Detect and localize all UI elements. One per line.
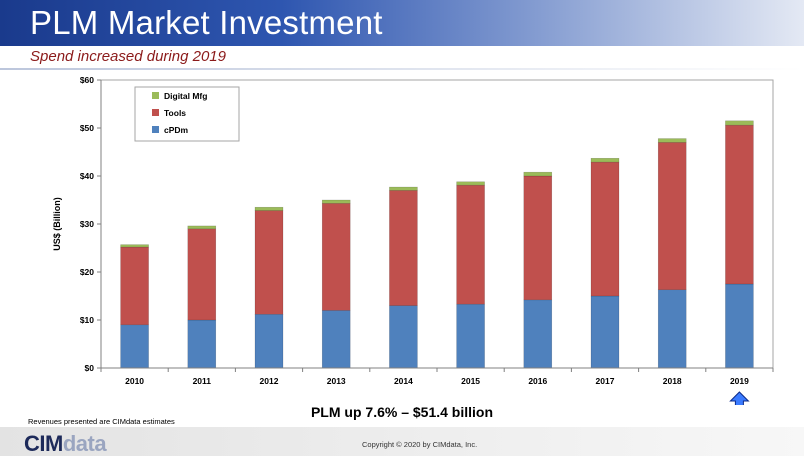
x-tick-label: 2013	[327, 376, 346, 386]
y-tick-label: $20	[80, 267, 94, 277]
footer-bar	[0, 427, 804, 456]
bar-digital-mfg	[187, 225, 217, 230]
bar-cpdm	[725, 283, 754, 369]
legend-label: cPDm	[164, 125, 189, 135]
legend: Digital Mfg Tools cPDm	[134, 86, 240, 142]
x-tick-label: 2014	[394, 376, 413, 386]
estimates-note: Revenues presented are CIMdata estimates	[28, 417, 175, 426]
y-tick-label: $40	[80, 171, 94, 181]
subtitle-divider	[0, 68, 804, 70]
y-tick-label: $30	[80, 219, 94, 229]
bar-digital-mfg	[657, 138, 687, 143]
bar-digital-mfg	[389, 186, 418, 191]
x-tick-label: 2016	[528, 376, 547, 386]
header-banner	[0, 0, 804, 46]
x-tick-label: 2010	[125, 376, 144, 386]
bar-tools	[321, 203, 351, 311]
x-tick-label: 2011	[193, 376, 212, 386]
x-tick-label: 2019	[730, 376, 749, 386]
x-tick-label: 2018	[663, 376, 682, 386]
legend-swatch	[152, 109, 159, 116]
y-tick-label: $60	[80, 75, 94, 85]
y-tick-label: $0	[85, 363, 95, 373]
bar-cpdm	[254, 313, 284, 369]
y-axis-label: US$ (Billion)	[52, 197, 62, 251]
stacked-bar-chart: $0 $10 $20 $30 $40 $50 $60 2010 2011 2012 2013 2014…	[52, 75, 774, 405]
legend-label: Digital Mfg	[164, 91, 207, 101]
bar-tools	[187, 228, 217, 321]
bar-cpdm	[321, 310, 351, 369]
bar-tools	[657, 142, 687, 291]
up-arrow-icon	[729, 391, 750, 405]
x-tick-label: 2015	[461, 376, 480, 386]
cimdata-logo: CIMdata	[24, 431, 107, 456]
legend-swatch	[152, 126, 159, 133]
bar-tools	[725, 124, 754, 285]
bar-cpdm	[523, 299, 553, 369]
bar-digital-mfg	[254, 206, 284, 211]
bar-cpdm	[590, 295, 620, 369]
bar-cpdm	[389, 305, 418, 369]
bar-digital-mfg	[120, 244, 149, 248]
bar-tools	[254, 210, 284, 315]
bar-cpdm	[456, 303, 485, 369]
bar-cpdm	[187, 319, 217, 369]
bar-digital-mfg	[523, 171, 553, 177]
y-tick-label: $50	[80, 123, 94, 133]
bar-digital-mfg	[725, 120, 754, 126]
page-subtitle: Spend increased during 2019	[30, 48, 226, 65]
bar-tools	[389, 190, 418, 306]
bar-cpdm	[120, 324, 149, 369]
x-tick-label: 2012	[260, 376, 279, 386]
y-tick-label: $10	[80, 315, 94, 325]
bar-digital-mfg	[590, 157, 620, 163]
x-tick-label: 2017	[596, 376, 615, 386]
bar-tools	[456, 184, 485, 305]
bar-cpdm	[657, 289, 687, 369]
legend-swatch	[152, 92, 159, 99]
bar-digital-mfg	[456, 181, 485, 186]
copyright-text: Copyright © 2020 by CIMdata, Inc.	[362, 440, 478, 449]
legend-label: Tools	[164, 108, 186, 118]
bar-tools	[590, 161, 620, 297]
page-title: PLM Market Investment	[30, 4, 383, 41]
bar-digital-mfg	[321, 199, 351, 204]
summary-text: PLM up 7.6% – $51.4 billion	[310, 404, 494, 420]
bar-tools	[120, 246, 149, 326]
bar-tools	[523, 175, 553, 301]
